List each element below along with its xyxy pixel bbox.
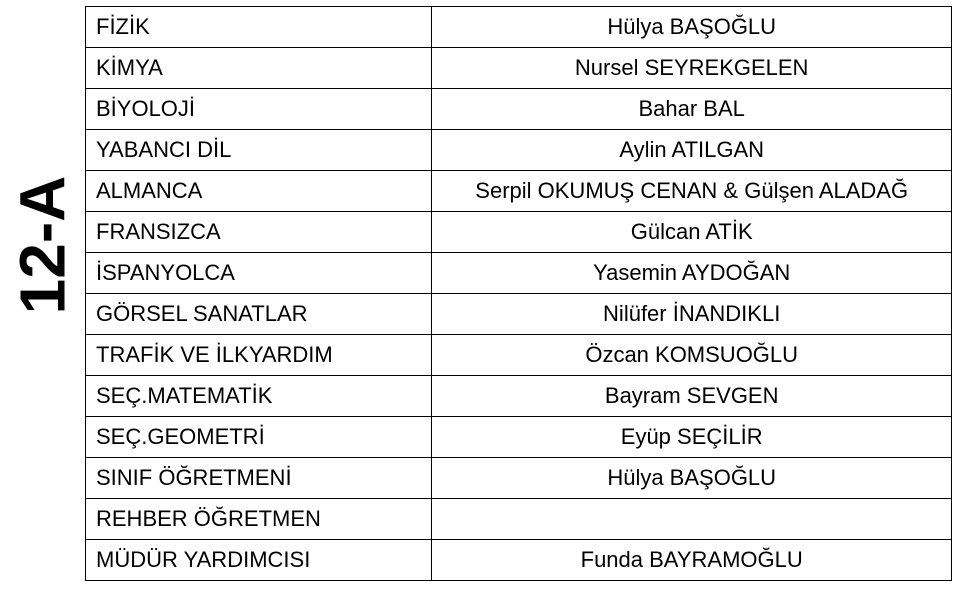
- subject-cell: FRANSIZCA: [86, 212, 432, 253]
- subject-cell: REHBER ÖĞRETMEN: [86, 499, 432, 540]
- subject-cell: TRAFİK VE İLKYARDIM: [86, 335, 432, 376]
- class-label-sidebar: 12-A: [0, 0, 85, 600]
- subject-cell: FİZİK: [86, 7, 432, 48]
- subject-cell: İSPANYOLCA: [86, 253, 432, 294]
- table-row: SEÇ.MATEMATİKBayram SEVGEN: [86, 376, 952, 417]
- teacher-cell: Serpil OKUMUŞ CENAN & Gülşen ALADAĞ: [432, 171, 952, 212]
- teacher-cell: [432, 499, 952, 540]
- table-row: KİMYANursel SEYREKGELEN: [86, 48, 952, 89]
- teacher-cell: Gülcan ATİK: [432, 212, 952, 253]
- teacher-cell: Aylin ATILGAN: [432, 130, 952, 171]
- subject-cell: MÜDÜR YARDIMCISI: [86, 540, 432, 581]
- table-row: GÖRSEL SANATLARNilüfer İNANDIKLI: [86, 294, 952, 335]
- teacher-table: FİZİKHülya BAŞOĞLUKİMYANursel SEYREKGELE…: [85, 6, 952, 581]
- teacher-table-container: FİZİKHülya BAŞOĞLUKİMYANursel SEYREKGELE…: [85, 0, 960, 600]
- table-row: TRAFİK VE İLKYARDIMÖzcan KOMSUOĞLU: [86, 335, 952, 376]
- table-row: SEÇ.GEOMETRİEyüp SEÇİLİR: [86, 417, 952, 458]
- teacher-cell: Hülya BAŞOĞLU: [432, 7, 952, 48]
- table-row: FİZİKHülya BAŞOĞLU: [86, 7, 952, 48]
- table-row: SINIF ÖĞRETMENİHülya BAŞOĞLU: [86, 458, 952, 499]
- subject-cell: KİMYA: [86, 48, 432, 89]
- table-row: YABANCI DİLAylin ATILGAN: [86, 130, 952, 171]
- teacher-cell: Eyüp SEÇİLİR: [432, 417, 952, 458]
- table-row: FRANSIZCAGülcan ATİK: [86, 212, 952, 253]
- teacher-cell: Bahar BAL: [432, 89, 952, 130]
- subject-cell: SEÇ.GEOMETRİ: [86, 417, 432, 458]
- table-row: ALMANCASerpil OKUMUŞ CENAN & Gülşen ALAD…: [86, 171, 952, 212]
- table-row: İSPANYOLCAYasemin AYDOĞAN: [86, 253, 952, 294]
- subject-cell: SINIF ÖĞRETMENİ: [86, 458, 432, 499]
- subject-cell: BİYOLOJİ: [86, 89, 432, 130]
- teacher-cell: Nilüfer İNANDIKLI: [432, 294, 952, 335]
- teacher-cell: Bayram SEVGEN: [432, 376, 952, 417]
- table-row: REHBER ÖĞRETMEN: [86, 499, 952, 540]
- subject-cell: YABANCI DİL: [86, 130, 432, 171]
- table-row: BİYOLOJİBahar BAL: [86, 89, 952, 130]
- table-row: MÜDÜR YARDIMCISIFunda BAYRAMOĞLU: [86, 540, 952, 581]
- class-label-text: 12-A: [6, 176, 80, 315]
- subject-cell: ALMANCA: [86, 171, 432, 212]
- teacher-cell: Funda BAYRAMOĞLU: [432, 540, 952, 581]
- subject-cell: SEÇ.MATEMATİK: [86, 376, 432, 417]
- teacher-cell: Yasemin AYDOĞAN: [432, 253, 952, 294]
- teacher-cell: Nursel SEYREKGELEN: [432, 48, 952, 89]
- teacher-cell: Hülya BAŞOĞLU: [432, 458, 952, 499]
- subject-cell: GÖRSEL SANATLAR: [86, 294, 432, 335]
- teacher-cell: Özcan KOMSUOĞLU: [432, 335, 952, 376]
